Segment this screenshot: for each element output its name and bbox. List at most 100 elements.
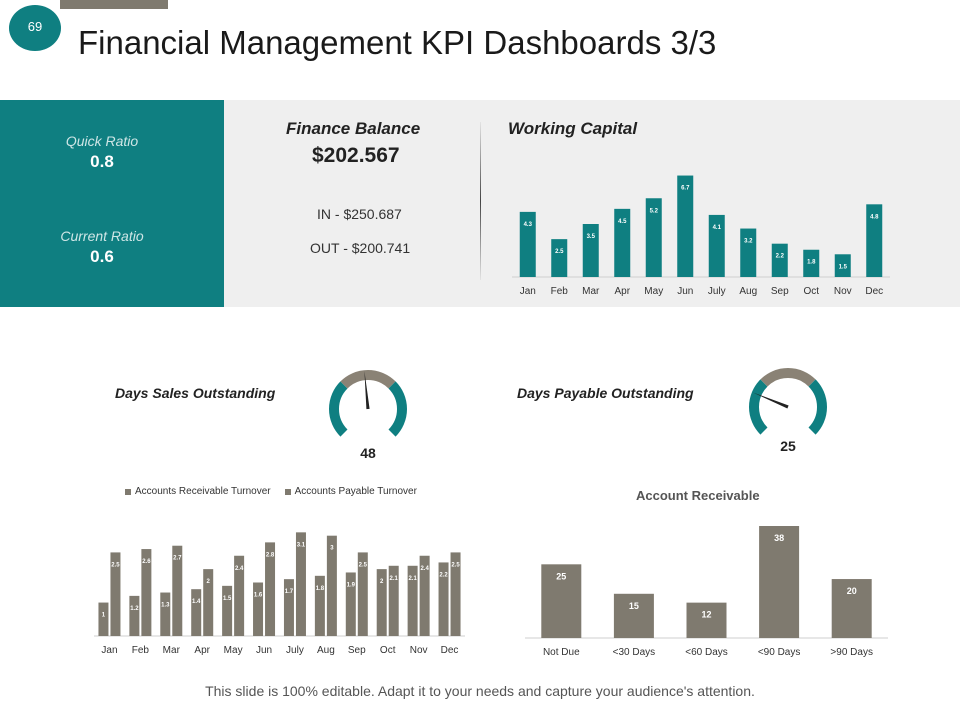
current-ratio-value: 0.6 [90, 247, 114, 266]
data-label: 2.4 [420, 566, 429, 572]
data-label: 1.9 [347, 582, 356, 588]
bar-receivable-july [283, 579, 294, 636]
bar-payable-may [234, 555, 245, 636]
data-label: 3.1 [297, 542, 306, 548]
tick-label: <30 Days [613, 647, 656, 658]
bar-receivable-may [222, 585, 233, 636]
bar-dec [866, 204, 883, 277]
data-label: 25 [556, 571, 566, 581]
gauge-needle [364, 371, 370, 410]
data-label: 2 [380, 579, 384, 585]
data-label: 1.6 [254, 593, 263, 599]
tick-label: May [224, 645, 243, 656]
tick-label: Not Due [543, 647, 580, 658]
tick-label: July [286, 645, 304, 656]
tick-label: Oct [380, 645, 396, 656]
data-label: 2.2 [776, 254, 785, 260]
tick-label: Jan [101, 645, 117, 656]
data-label: 1.8 [807, 260, 816, 266]
dpo-value: 25 [780, 438, 796, 454]
quick-ratio-value: 0.8 [90, 152, 114, 171]
page-number: 69 [27, 18, 43, 34]
page-title: Financial Management KPI Dashboards 3/3 [78, 24, 717, 61]
data-label: 2.5 [111, 562, 120, 568]
dpo-title: Days Payable Outstanding [517, 385, 694, 401]
finance-balance-in: IN - $250.687 [317, 206, 402, 222]
bar-receivable-feb [129, 595, 140, 636]
legend-item-receivable: Accounts Receivable Turnover [125, 486, 271, 497]
turnover-legend: Accounts Receivable Turnover Accounts Pa… [125, 486, 417, 497]
bar-payable-apr [203, 569, 214, 636]
tick-label: >90 Days [830, 647, 873, 658]
bar-receivable-apr [191, 589, 202, 636]
bar-4 [759, 526, 800, 638]
dso-value: 48 [360, 445, 376, 461]
gauge-high-arc [388, 381, 407, 437]
bar-sep [771, 243, 788, 277]
legend-label: Accounts Receivable Turnover [135, 486, 271, 497]
tick-label: <60 Days [685, 647, 728, 658]
data-label: 2.7 [173, 556, 182, 562]
current-ratio-label: Current Ratio [60, 228, 144, 244]
tick-label: Nov [834, 286, 852, 297]
data-label: 4.1 [713, 225, 722, 231]
data-label: 4.3 [524, 222, 533, 228]
data-label: 4.8 [870, 214, 879, 220]
tick-label: Apr [194, 645, 210, 656]
data-label: 2.6 [142, 559, 151, 565]
bar-payable-jun [265, 542, 276, 636]
data-label: 1.8 [316, 586, 325, 592]
data-label: 2.5 [451, 562, 460, 568]
finance-balance-amount: $202.567 [312, 144, 400, 167]
quick-ratio-label: Quick Ratio [65, 133, 139, 149]
tick-label: Dec [441, 645, 459, 656]
gauge-low-arc [329, 381, 348, 437]
bar-oct [803, 249, 820, 277]
data-label: 5.2 [650, 208, 659, 214]
bar-receivable-jun [253, 582, 264, 636]
top-accent-bar [60, 0, 168, 9]
bar-july [708, 214, 725, 277]
data-label: 1.4 [192, 599, 201, 605]
legend-item-payable: Accounts Payable Turnover [284, 486, 417, 497]
bar-jun [677, 175, 694, 277]
tick-label: Feb [132, 645, 150, 656]
bar-payable-aug [326, 535, 337, 636]
data-label: 1.7 [285, 589, 294, 595]
data-label: 2.1 [390, 576, 399, 582]
bar-payable-feb [141, 549, 152, 636]
data-label: 2.5 [359, 562, 368, 568]
tick-label: Oct [803, 286, 819, 297]
tick-label: Sep [771, 286, 789, 297]
bar-jan [519, 211, 536, 277]
tick-label: Nov [410, 645, 428, 656]
bar-payable-sep [357, 552, 368, 636]
tick-label: Dec [865, 286, 883, 297]
legend-label: Accounts Payable Turnover [294, 486, 417, 497]
bar-apr [614, 208, 631, 277]
bar-payable-nov [419, 555, 430, 636]
tick-label: Aug [739, 286, 757, 297]
tick-label: Aug [317, 645, 335, 656]
data-label: 2.4 [235, 566, 244, 572]
bar-payable-jan [110, 552, 121, 636]
gauge-low-arc [749, 379, 768, 435]
tick-label: <90 Days [758, 647, 801, 658]
bar-receivable-dec [438, 562, 449, 636]
legend-swatch [284, 488, 291, 495]
data-label: 3.5 [587, 234, 596, 240]
ratio-panel: Quick Ratio 0.8 Current Ratio 0.6 [0, 100, 224, 307]
working-capital-title: Working Capital [508, 119, 638, 138]
bar-aug [740, 228, 757, 277]
data-label: 1.3 [161, 603, 170, 609]
bar-1 [541, 564, 582, 638]
bar-payable-mar [172, 545, 183, 636]
tick-label: Feb [551, 286, 569, 297]
tick-label: Mar [163, 645, 181, 656]
bar-receivable-aug [314, 575, 325, 636]
bar-receivable-jan [98, 602, 109, 636]
